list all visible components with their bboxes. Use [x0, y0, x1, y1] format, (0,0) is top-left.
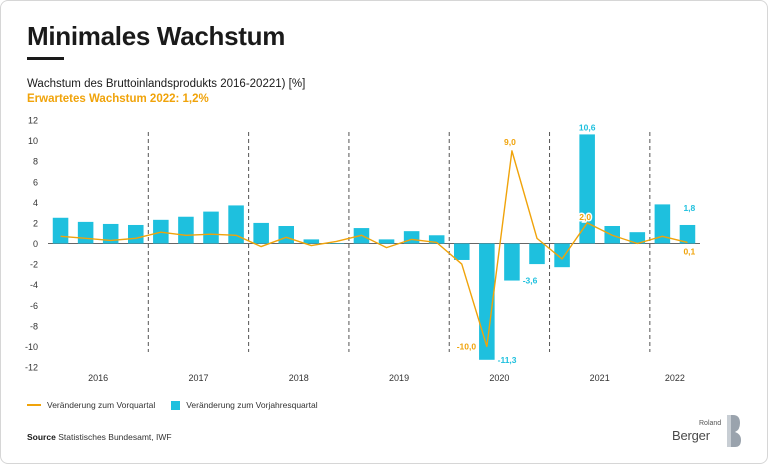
chart-subtitle: Wachstum des Bruttoinlandsprodukts 2016-…	[27, 78, 306, 90]
logo-text-top: Roland	[699, 420, 722, 427]
bar	[554, 243, 570, 268]
y-tick-label: -10	[25, 342, 38, 352]
bar	[77, 221, 94, 244]
bar	[178, 216, 194, 244]
source-note: Source Statistisches Bundesamt, IWF	[27, 432, 172, 442]
data-label: -3,6	[523, 276, 538, 286]
roland-berger-logo: Roland Berger	[672, 414, 746, 452]
y-tick-label: -6	[30, 301, 38, 311]
y-tick-label: 4	[33, 198, 38, 208]
y-tick-label: -8	[30, 321, 38, 331]
bar	[328, 243, 345, 244]
y-tick-label: 0	[33, 239, 38, 249]
bar	[253, 222, 269, 244]
bar	[203, 211, 219, 244]
data-label: 0,1	[683, 246, 695, 256]
logo-b-icon	[727, 415, 741, 447]
year-label: 2022	[665, 373, 685, 383]
bar	[579, 134, 595, 244]
bar	[102, 223, 119, 244]
year-label: 2019	[389, 373, 409, 383]
bar	[654, 204, 671, 244]
data-label: 10,6	[579, 122, 596, 132]
logo-text-main: Berger	[672, 428, 710, 443]
year-label: 2016	[88, 373, 108, 383]
bar	[679, 224, 696, 244]
bar	[228, 205, 244, 244]
y-tick-label: 2	[33, 218, 38, 228]
chart-expected-growth: Erwartetes Wachstum 2022: 1,2%	[27, 93, 209, 105]
legend-bar-swatch	[171, 400, 181, 410]
y-tick-label: 6	[33, 177, 38, 187]
y-tick-label: -12	[25, 363, 38, 373]
legend-line-label: Veränderung zum Vorquartal	[47, 400, 156, 410]
bar	[453, 243, 470, 260]
y-tick-label: 12	[28, 116, 38, 126]
y-tick-label: 10	[28, 136, 38, 146]
bar	[529, 243, 545, 265]
bar	[278, 226, 295, 244]
y-tick-label: -4	[30, 280, 38, 290]
source-label: Source	[27, 432, 56, 442]
year-label: 2018	[289, 373, 309, 383]
y-tick-label: 8	[33, 157, 38, 167]
bar	[479, 243, 495, 360]
bar	[127, 224, 144, 244]
bar	[303, 239, 320, 244]
legend-bar-label: Veränderung zum Vorjahresquartal	[186, 400, 318, 410]
source-text: Statistisches Bundesamt, IWF	[58, 432, 172, 442]
year-label: 2017	[188, 373, 208, 383]
legend-line-swatch	[27, 404, 41, 406]
bar	[504, 243, 520, 281]
data-label: -11,3	[498, 355, 517, 365]
data-label: 2,0	[579, 212, 591, 222]
bar	[629, 232, 646, 244]
data-label: -10,0	[457, 341, 477, 351]
y-tick-label: -2	[30, 260, 38, 270]
bar	[52, 217, 69, 244]
data-label: 9,0	[504, 137, 516, 147]
bar	[378, 239, 395, 244]
chart-legend: Veränderung zum Vorquartal Veränderung z…	[27, 400, 318, 410]
year-label: 2021	[590, 373, 610, 383]
bar	[428, 235, 445, 244]
year-label: 2020	[489, 373, 509, 383]
quarter-line	[60, 150, 688, 348]
title-underline	[27, 57, 64, 60]
data-label: 1,8	[683, 203, 695, 213]
gdp-chart: 12 10 8 6 4 2 0 -2 -4 -6 -8 -10 -12 2016 2017 2018 2019 2…	[25, 116, 700, 383]
page-title: Minimales Wachstum	[27, 21, 286, 51]
